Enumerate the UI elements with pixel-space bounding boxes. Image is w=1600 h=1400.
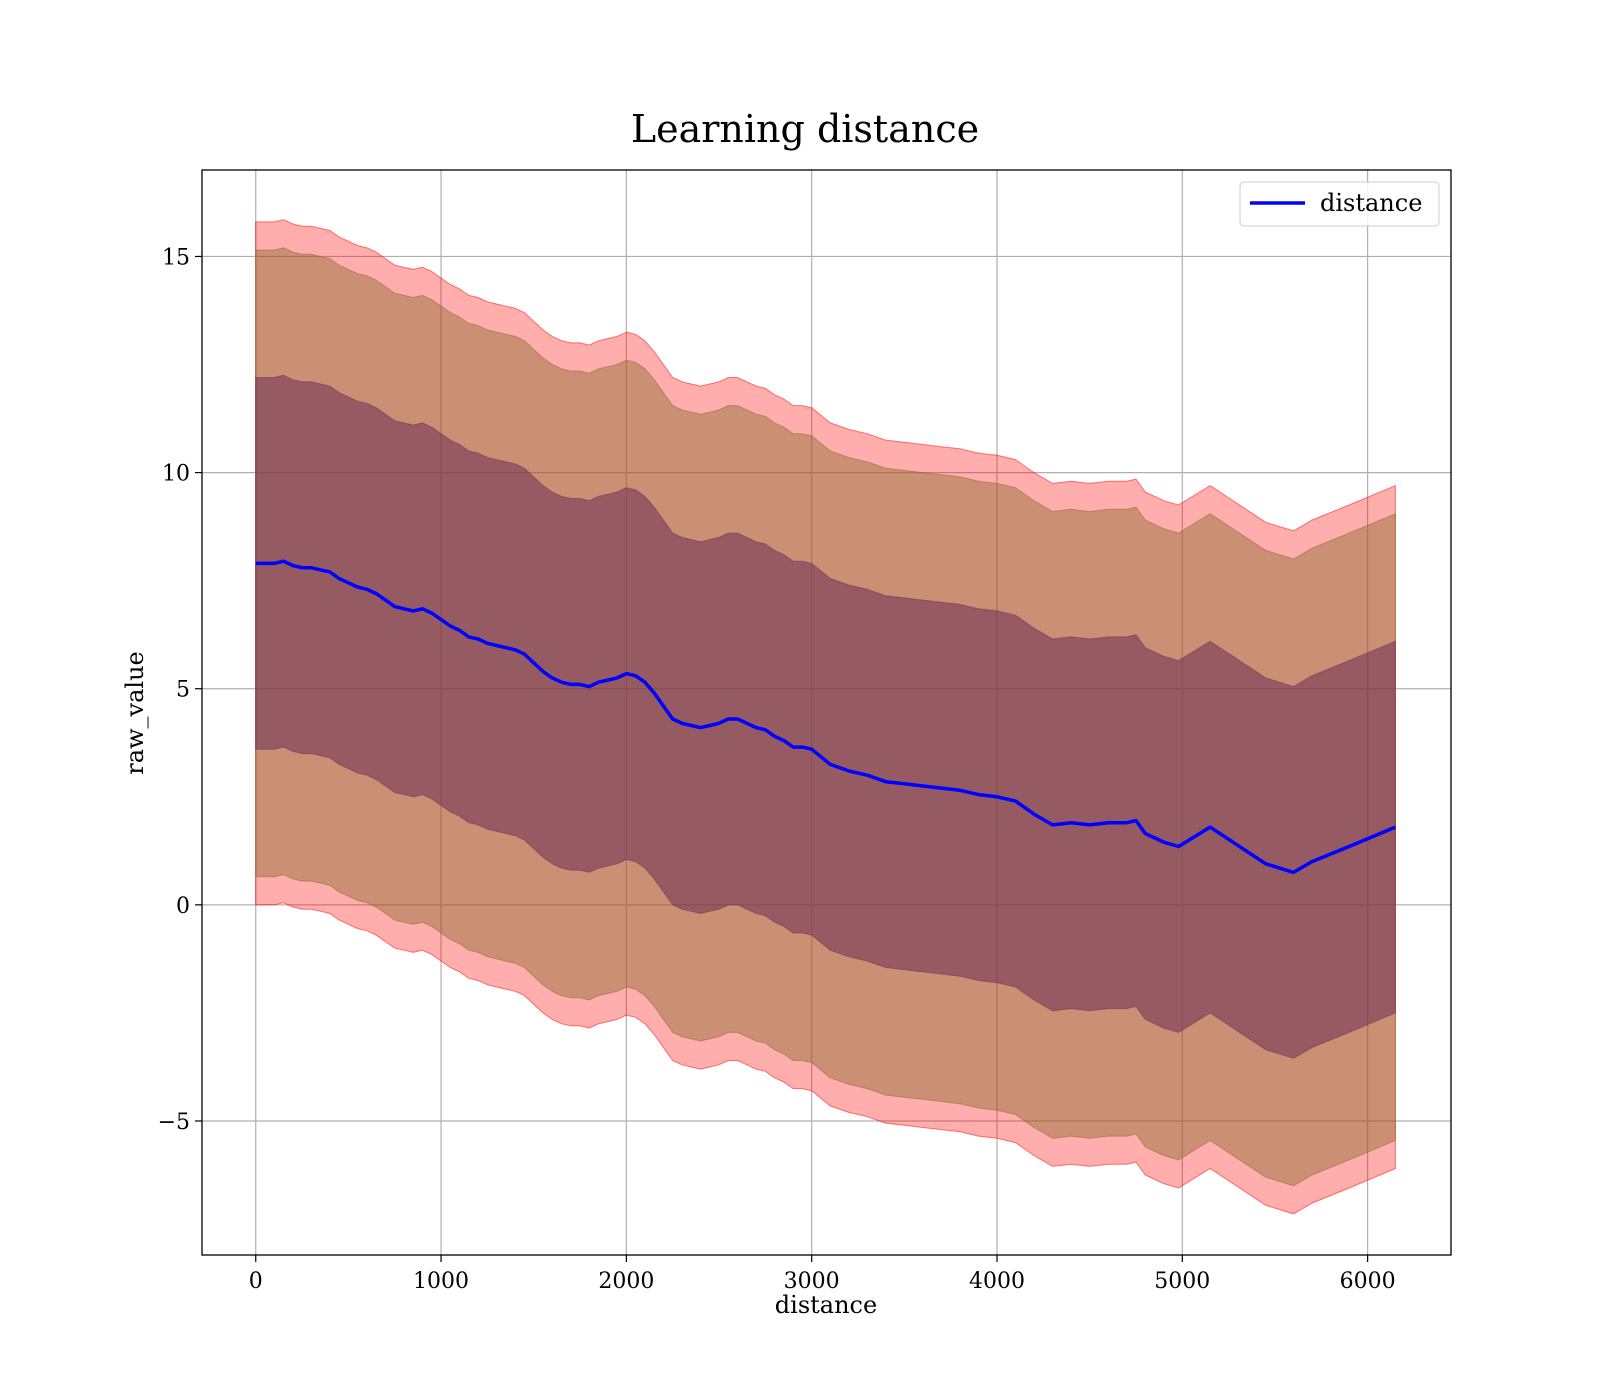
- series-line-distance: [255, 559, 1397, 875]
- series-lines: [255, 559, 1397, 875]
- legend-label-distance: distance: [1320, 189, 1422, 217]
- x-axis-label: distance: [775, 1291, 877, 1319]
- x-tick-label: 2000: [598, 1269, 654, 1294]
- y-tick-label: 10: [162, 462, 190, 487]
- plot-area-frame: [201, 169, 1452, 1256]
- y-axis-label: raw_value: [121, 651, 149, 775]
- y-tick-label: 15: [162, 245, 190, 270]
- x-tick-label: 3000: [784, 1269, 840, 1294]
- axis-ticks: 0 1000 2000 3000 4000 5000 6000 −5 0 5 10 15: [158, 245, 1396, 1294]
- x-tick-label: 0: [249, 1269, 263, 1294]
- legend-box: [1239, 181, 1440, 227]
- band-inner: [255, 374, 1396, 1059]
- confidence-bands: [255, 219, 1396, 1215]
- y-tick-label: 0: [176, 894, 190, 919]
- y-tick-label: −5: [158, 1110, 190, 1135]
- chart-title: Learning distance: [631, 107, 979, 151]
- y-tick-label: 5: [176, 678, 190, 703]
- x-tick-label: 6000: [1340, 1269, 1396, 1294]
- x-tick-label: 4000: [969, 1269, 1025, 1294]
- legend: distance: [1239, 181, 1440, 227]
- x-tick-label: 1000: [413, 1269, 469, 1294]
- x-tick-label: 5000: [1154, 1269, 1210, 1294]
